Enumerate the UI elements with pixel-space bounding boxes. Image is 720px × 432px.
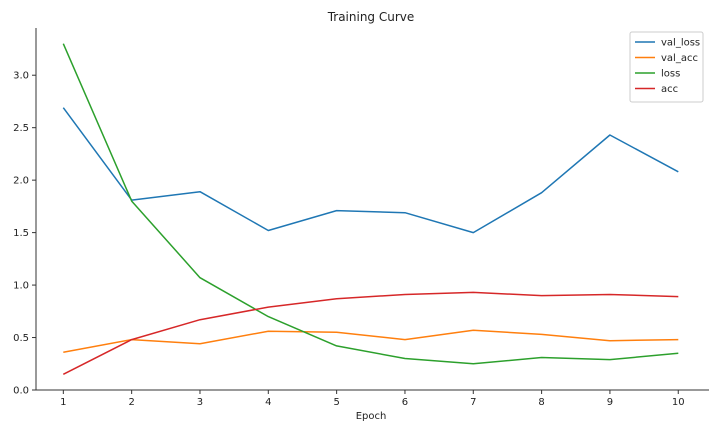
legend-label: val_acc [661, 53, 698, 64]
y-tick-label: 1.5 [13, 228, 29, 239]
x-tick-label: 10 [672, 397, 685, 408]
y-tick-label: 2.0 [13, 176, 29, 187]
series-layer [62, 43, 679, 375]
x-axis-label: Epoch [356, 411, 387, 422]
x-tick-label: 6 [402, 397, 408, 408]
y-tick-label: 1.0 [13, 281, 29, 292]
x-tick-label: 4 [265, 397, 271, 408]
x-tick-label: 1 [60, 397, 66, 408]
legend-label: val_loss [661, 38, 700, 49]
legend-box [629, 31, 704, 103]
x-tick-label: 7 [470, 397, 476, 408]
y-tick-label: 0.5 [13, 333, 29, 344]
x-tick-label: 5 [333, 397, 339, 408]
series-line-loss [62, 43, 679, 365]
legend-label: loss [661, 69, 680, 80]
x-tick-label: 8 [538, 397, 544, 408]
y-tick-label: 2.5 [13, 123, 29, 134]
y-tick-label: 0.0 [13, 386, 29, 397]
series-line-acc [62, 291, 679, 375]
chart-title: Training Curve [327, 10, 415, 24]
x-tick-label: 3 [197, 397, 203, 408]
series-line-val-loss [62, 107, 679, 234]
legend-label: acc [661, 84, 678, 95]
x-tick-label: 2 [128, 397, 134, 408]
x-tick-label: 9 [607, 397, 613, 408]
y-tick-label: 3.0 [13, 71, 29, 82]
series-line-val-acc [63, 329, 679, 353]
plot-axes: 1 2 3 4 5 6 7 8 9 10 0.0 0.5 1.0 1.5 2.0 2.5 3.0 [13, 28, 709, 408]
